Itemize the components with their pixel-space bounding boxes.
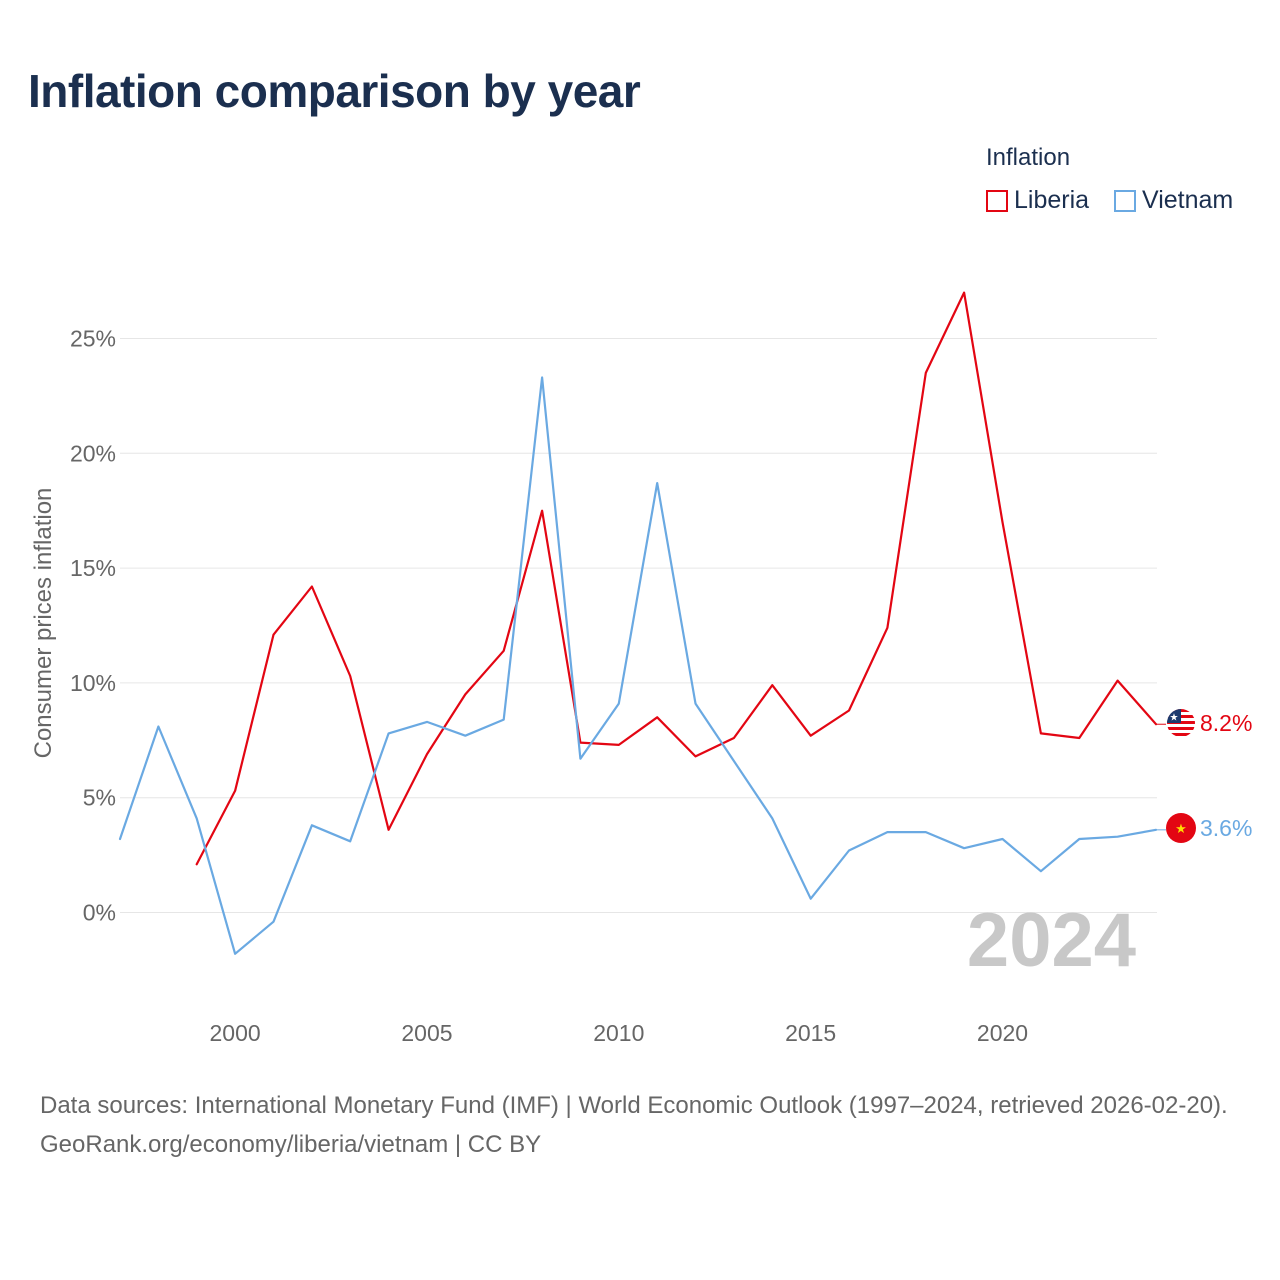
data-point-liberia — [656, 716, 658, 718]
legend-item-vietnam[interactable]: Vietnam — [1114, 186, 1233, 215]
data-point-vietnam — [810, 898, 812, 900]
data-point-liberia — [426, 753, 428, 755]
data-point-vietnam — [1001, 838, 1004, 840]
series-line-vietnam — [118, 376, 1158, 955]
chart-title: Inflation comparison by year — [28, 65, 641, 117]
data-point-liberia — [848, 709, 850, 712]
x-tick-label: 2015 — [785, 1020, 836, 1046]
data-point-vietnam — [886, 831, 889, 833]
data-point-liberia — [541, 510, 543, 512]
data-point-vietnam — [311, 824, 313, 826]
svg-text:★: ★ — [1175, 821, 1187, 836]
vietnam-swatch — [1114, 189, 1136, 212]
y-tick-label: 5% — [83, 785, 116, 811]
data-point-vietnam — [464, 735, 466, 737]
legend-label-liberia: Liberia — [1014, 186, 1090, 214]
x-tick-label: 2020 — [977, 1020, 1028, 1046]
data-point-vietnam — [196, 817, 198, 820]
y-axis-ticks: 0% 5% 10% 15% 20% 25% — [70, 326, 116, 926]
data-point-liberia — [618, 744, 620, 746]
data-point-vietnam — [157, 725, 159, 728]
data-point-vietnam — [579, 758, 582, 760]
data-point-liberia — [771, 684, 773, 686]
data-point-vietnam — [119, 838, 121, 840]
data-point-liberia — [196, 863, 198, 865]
data-point-vietnam — [1117, 836, 1119, 838]
data-point-vietnam — [1040, 870, 1042, 872]
data-point-liberia — [388, 829, 390, 831]
data-point-vietnam — [541, 376, 543, 379]
data-point-vietnam — [349, 840, 351, 842]
year-watermark: 2024 — [967, 898, 1136, 983]
x-tick-label: 2005 — [401, 1020, 452, 1046]
x-tick-label: 2010 — [593, 1020, 644, 1046]
data-point-liberia — [579, 742, 582, 744]
data-point-liberia — [733, 737, 735, 739]
liberia-flag-icon: ★ — [1167, 709, 1195, 737]
data-point-vietnam — [656, 482, 658, 484]
data-point-vietnam — [426, 721, 428, 723]
vietnam-end-value: 3.6% — [1200, 815, 1252, 841]
data-point-vietnam — [618, 703, 620, 705]
data-point-liberia — [1040, 732, 1042, 735]
liberia-end-value: 8.2% — [1200, 710, 1252, 736]
series-line-liberia — [195, 291, 1158, 866]
y-tick-label: 0% — [83, 900, 116, 926]
data-point-liberia — [1078, 737, 1080, 739]
y-tick-label: 20% — [70, 440, 116, 466]
data-point-liberia — [694, 755, 697, 758]
svg-text:★: ★ — [1170, 713, 1179, 724]
series-lines — [118, 291, 1166, 955]
data-point-vietnam — [694, 703, 697, 705]
data-sources: Data sources: International Monetary Fun… — [40, 1092, 1228, 1119]
legend-item-liberia[interactable]: Liberia — [986, 186, 1089, 215]
data-point-vietnam — [272, 921, 275, 923]
gridlines — [120, 338, 1157, 913]
y-tick-label: 25% — [70, 326, 116, 352]
vietnam-flag-icon: ★ — [1166, 813, 1196, 843]
data-point-liberia — [1001, 521, 1004, 523]
source-link[interactable]: GeoRank.org/economy/liberia/vietnam | CC… — [40, 1131, 542, 1158]
y-tick-label: 10% — [70, 670, 116, 696]
data-point-vietnam — [388, 732, 390, 735]
y-axis-label: Consumer prices inflation — [30, 488, 57, 759]
data-point-liberia — [349, 675, 351, 677]
data-point-vietnam — [503, 719, 505, 721]
data-point-liberia — [234, 790, 236, 792]
data-point-vietnam — [1078, 838, 1080, 840]
footer: Data sources: International Monetary Fun… — [40, 1086, 1250, 1164]
legend-title: Inflation — [986, 144, 1071, 171]
data-point-liberia — [810, 735, 812, 737]
data-point-liberia — [925, 372, 927, 374]
data-point-vietnam — [848, 849, 850, 852]
data-point-liberia — [311, 585, 313, 588]
data-point-vietnam — [733, 760, 735, 762]
y-tick-label: 15% — [70, 555, 116, 581]
data-point-vietnam — [234, 953, 236, 955]
data-point-liberia — [464, 693, 466, 696]
data-point-vietnam — [771, 817, 773, 820]
data-point-liberia — [963, 292, 965, 294]
liberia-swatch — [986, 189, 1008, 212]
data-point-liberia — [1117, 680, 1119, 682]
legend-label-vietnam: Vietnam — [1142, 186, 1234, 214]
x-tick-label: 2000 — [210, 1020, 261, 1046]
x-axis-ticks: 2000 2005 2010 2015 2020 — [210, 1020, 1029, 1046]
data-point-liberia — [886, 627, 889, 629]
data-point-vietnam — [963, 847, 965, 849]
data-point-liberia — [503, 650, 505, 652]
data-point-vietnam — [925, 831, 927, 833]
data-point-liberia — [272, 634, 275, 636]
